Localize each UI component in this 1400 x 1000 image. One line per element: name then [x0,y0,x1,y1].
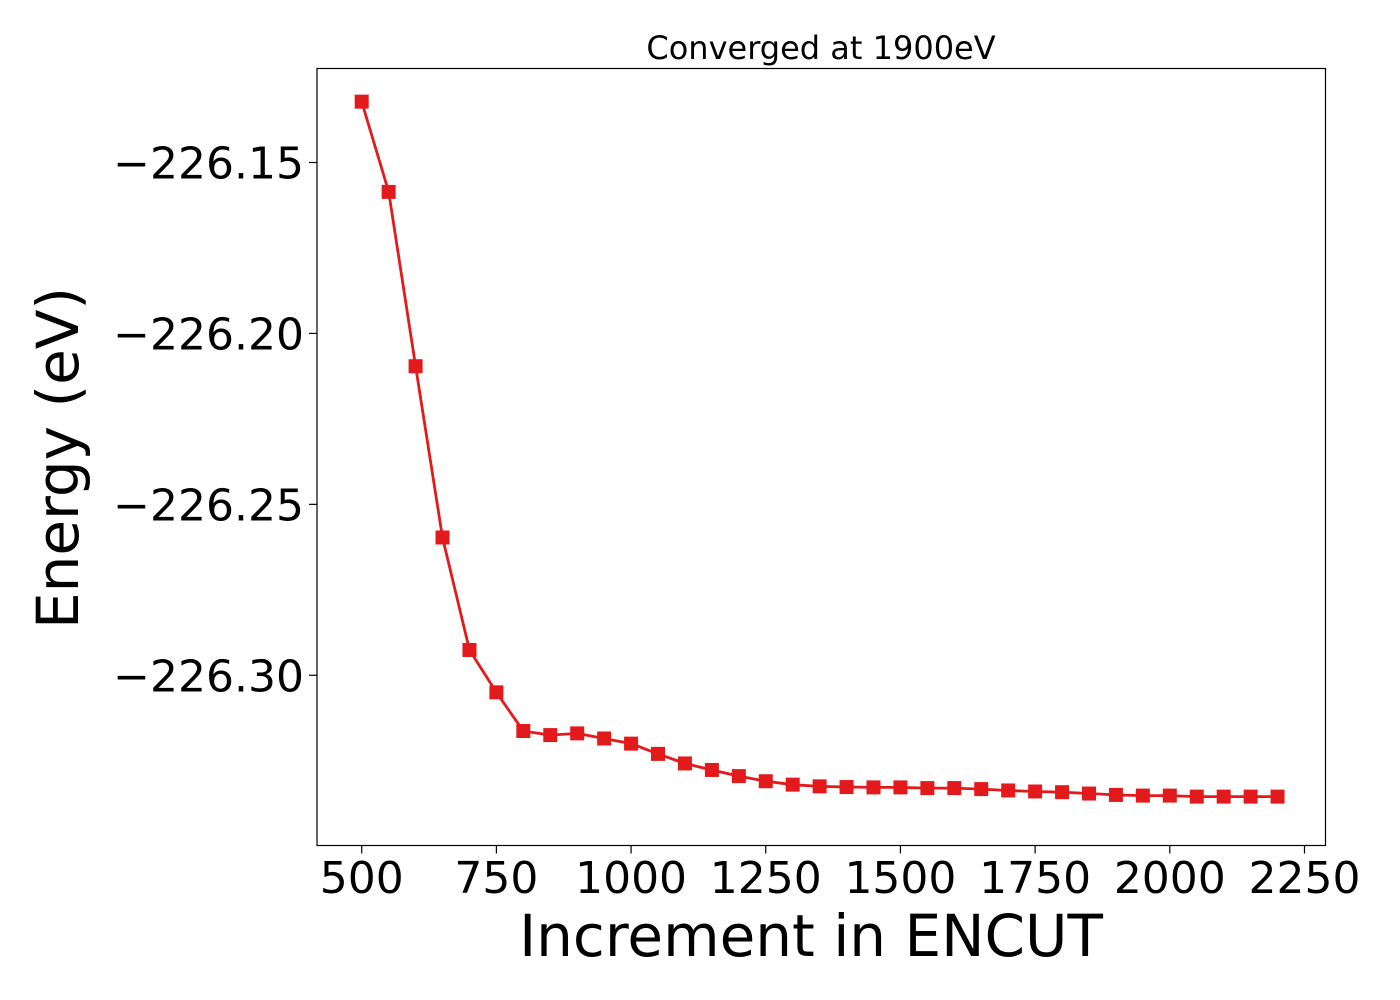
energy-series-markers [354,94,1285,804]
data-point-marker [1108,787,1123,802]
x-tick-label: 2250 [1248,853,1360,904]
data-point-marker [758,774,773,789]
data-point-marker [677,756,692,771]
data-point-marker [920,781,935,796]
y-tick-label: −226.20 [113,309,304,360]
data-point-marker [1270,789,1285,804]
x-tick-label: 750 [454,853,538,904]
data-point-marker [381,184,396,199]
data-point-marker [704,762,719,777]
data-point-marker [1243,789,1258,804]
x-tick-label: 1250 [710,853,822,904]
data-point-marker [489,685,504,700]
data-point-marker [570,726,585,741]
data-point-marker [624,736,639,751]
x-tick-label: 1750 [979,853,1091,904]
data-point-marker [435,530,450,545]
chart-title: Converged at 1900eV [646,29,995,67]
data-point-marker [1055,785,1070,800]
data-point-marker [1162,788,1177,803]
x-tick-label: 1500 [844,853,956,904]
x-axis-title: Increment in ENCUT [519,902,1103,970]
data-point-marker [354,94,369,109]
data-point-marker [893,780,908,795]
x-tick-label: 500 [320,853,404,904]
data-point-marker [839,780,854,795]
y-axis-title: Energy (eV) [24,287,92,629]
data-point-marker [947,781,962,796]
data-point-marker [866,780,881,795]
data-point-marker [1189,789,1204,804]
data-point-marker [408,359,423,374]
data-point-marker [974,782,989,797]
y-axis: −226.15 −226.20 −226.25 −226.30 [113,139,317,702]
data-point-marker [1216,789,1231,804]
data-point-marker [597,731,612,746]
data-point-marker [1135,788,1150,803]
data-point-marker [543,728,558,743]
y-tick-label: −226.15 [113,139,304,190]
data-point-marker [785,777,800,792]
data-point-marker [812,779,827,794]
data-point-marker [1001,783,1016,798]
data-point-marker [651,746,666,761]
x-tick-label: 1000 [575,853,687,904]
data-point-marker [731,769,746,784]
plot-area-frame [316,67,1327,847]
data-point-marker [516,723,531,738]
x-axis: 500 750 1000 1250 1500 1750 2000 2250 [320,845,1360,904]
data-point-marker [1028,784,1043,799]
x-tick-label: 2000 [1114,853,1226,904]
data-point-marker [462,642,477,657]
y-tick-label: −226.25 [113,480,304,531]
data-point-marker [1081,786,1096,801]
y-tick-label: −226.30 [113,651,304,702]
